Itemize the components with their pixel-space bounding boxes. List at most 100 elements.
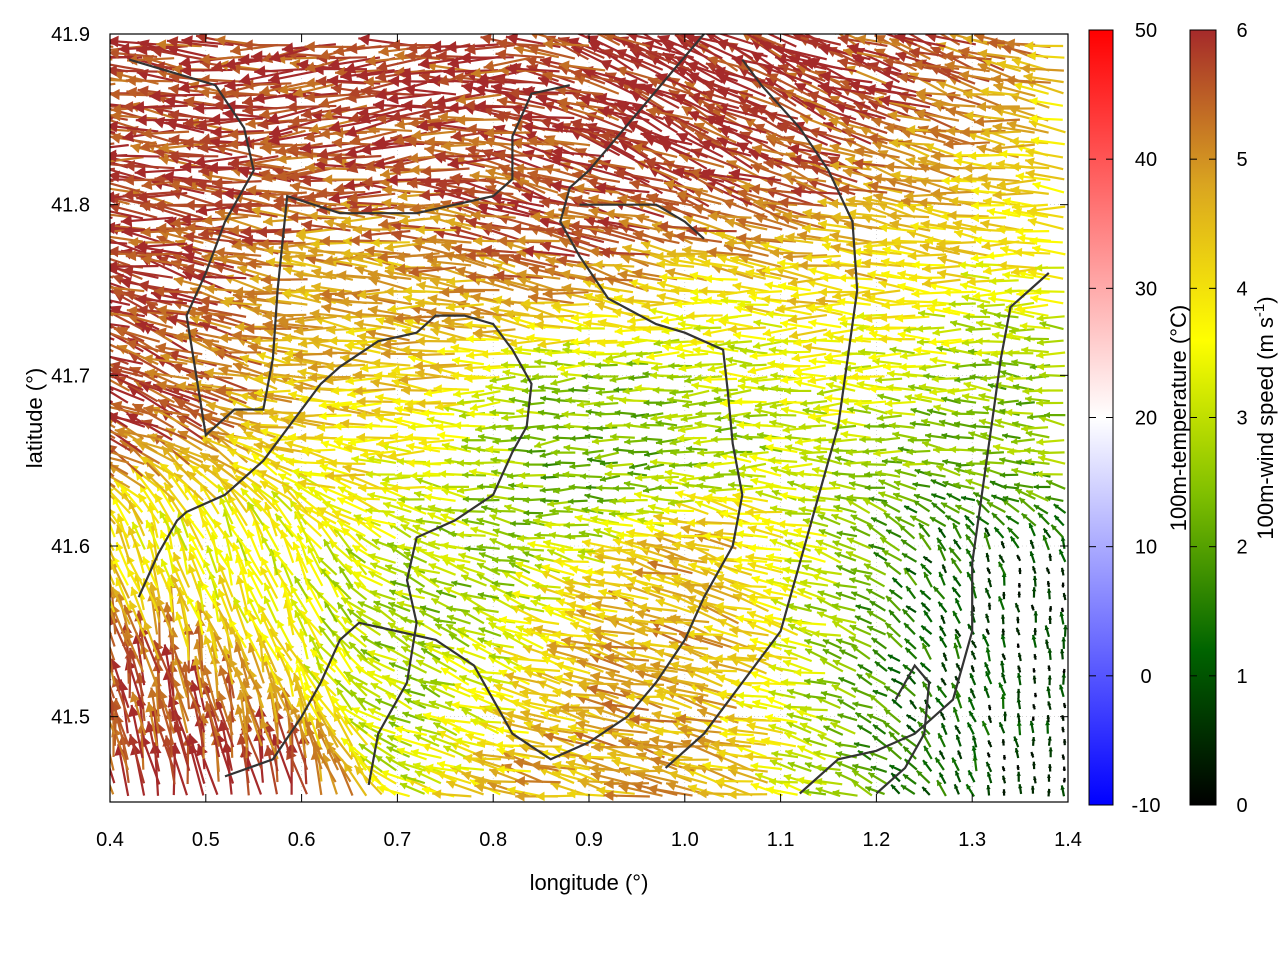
wind-arrow-head xyxy=(414,490,422,499)
wind-arrow-head xyxy=(552,423,559,431)
wind-arrow-head xyxy=(788,623,796,631)
wind-arrow-head xyxy=(627,649,637,659)
wind-arrow-head xyxy=(84,420,95,430)
wind-arrow-head xyxy=(883,722,890,728)
wind-arrow-head xyxy=(414,713,423,721)
wind-arrow-head xyxy=(634,491,643,500)
wind-arrow-head xyxy=(954,634,960,640)
wind-arrow-head xyxy=(746,722,756,732)
wind-arrow-head xyxy=(263,596,271,605)
wind-arrow-head xyxy=(425,483,433,493)
wind-arrow-head xyxy=(441,683,450,692)
wind-arrow-head xyxy=(803,693,811,700)
wind-arrow-head xyxy=(1031,634,1037,640)
wind-arrow-shaft xyxy=(110,649,114,673)
wind-arrow-head xyxy=(699,665,709,675)
wind-arrow-head xyxy=(755,772,764,780)
wind-arrow-head xyxy=(590,671,601,683)
wind-arrow-head xyxy=(1032,704,1036,708)
wind-arrow-head xyxy=(402,711,410,718)
wind-arrow-head xyxy=(277,620,285,629)
wind-arrow-head xyxy=(1016,643,1020,647)
wind-arrow-head xyxy=(567,789,576,799)
wind-arrow-head xyxy=(621,678,631,690)
wind-arrow-head xyxy=(983,686,989,692)
wind-arrow-head xyxy=(443,745,452,753)
wind-arrow-head xyxy=(471,694,480,703)
wind-arrow-head xyxy=(412,762,421,770)
wind-arrow-head xyxy=(1046,788,1051,793)
wind-arrow-head xyxy=(143,620,153,632)
wind-arrow-head xyxy=(956,663,961,668)
wind-arrow-head xyxy=(935,757,941,764)
wind-arrow-head xyxy=(955,629,960,634)
wind-arrow-head xyxy=(231,330,243,342)
wind-arrow-head xyxy=(971,650,976,656)
wind-arrow-head xyxy=(584,567,593,577)
wind-arrow-head xyxy=(612,446,619,453)
wind-arrow-shaft xyxy=(110,605,116,624)
wind-arrow-head xyxy=(851,645,859,653)
wind-arrow-head xyxy=(217,589,226,599)
wind-arrow-head xyxy=(456,647,466,655)
wind-arrow-head xyxy=(1018,567,1022,572)
wind-arrow-head xyxy=(433,722,442,730)
wind-arrow-head xyxy=(437,730,447,739)
wind-arrow-head xyxy=(415,368,425,379)
wind-arrow-head xyxy=(703,624,713,634)
wind-arrow-head xyxy=(99,475,109,484)
wind-arrow-head xyxy=(813,750,821,758)
wind-arrow-head xyxy=(470,403,479,412)
wind-arrow-head xyxy=(1061,637,1067,642)
wind-arrow-head xyxy=(446,779,457,789)
wind-arrow-head xyxy=(878,422,885,429)
wind-arrow-head xyxy=(264,407,274,418)
wind-arrow-head xyxy=(89,349,101,361)
wind-arrow-head xyxy=(955,725,960,730)
wind-arrow-head xyxy=(294,610,302,619)
wind-arrow-head xyxy=(160,644,173,657)
wind-arrow-head xyxy=(768,723,777,732)
wind-arrow-head xyxy=(984,662,989,668)
wind-arrow-head xyxy=(110,669,112,672)
wind-arrow-head xyxy=(1044,639,1050,644)
wind-arrow-head xyxy=(601,641,612,653)
wind-arrow-head xyxy=(1013,736,1018,742)
wind-arrow-head xyxy=(567,498,574,505)
wind-arrow-head xyxy=(640,721,651,732)
wind-arrow-head xyxy=(768,640,777,648)
wind-arrow-head xyxy=(1036,362,1045,371)
wind-arrow-head xyxy=(817,734,826,741)
wind-arrow-head xyxy=(535,791,545,802)
wind-arrow-head xyxy=(367,670,376,679)
wind-arrow-head xyxy=(568,767,578,777)
wind-arrow-head xyxy=(319,626,326,634)
wind-arrow-head xyxy=(882,362,891,372)
wind-arrow-head xyxy=(488,653,496,661)
wind-arrow-head xyxy=(76,315,88,327)
wind-arrow-head xyxy=(402,635,410,642)
wind-arrow-head xyxy=(1046,686,1051,692)
wind-arrow-head xyxy=(937,780,943,787)
wind-arrow-shaft xyxy=(110,411,114,416)
wind-arrow-head xyxy=(331,696,340,705)
wind-arrow-head xyxy=(581,336,590,346)
wind-arrow-head xyxy=(904,623,910,629)
wind-arrow-head xyxy=(594,453,602,461)
wind-arrow-head xyxy=(71,446,82,456)
wind-arrow-head xyxy=(618,496,626,505)
wind-arrow-head xyxy=(968,697,973,703)
wind-arrow-head xyxy=(601,699,613,711)
wind-arrow-head xyxy=(95,731,107,744)
wind-arrow-head xyxy=(389,662,396,669)
wind-arrow-shaft xyxy=(110,644,116,661)
wind-arrow-head xyxy=(582,752,592,762)
wind-vector-field xyxy=(71,34,1068,802)
wind-arrow-head xyxy=(922,786,927,792)
wind-arrow-shaft xyxy=(110,449,114,453)
wind-arrow-head xyxy=(986,761,991,767)
wind-arrow-head xyxy=(365,506,373,515)
wind-arrow-head xyxy=(647,503,656,512)
wind-arrow-head xyxy=(89,368,100,378)
wind-arrow-head xyxy=(1027,413,1034,421)
